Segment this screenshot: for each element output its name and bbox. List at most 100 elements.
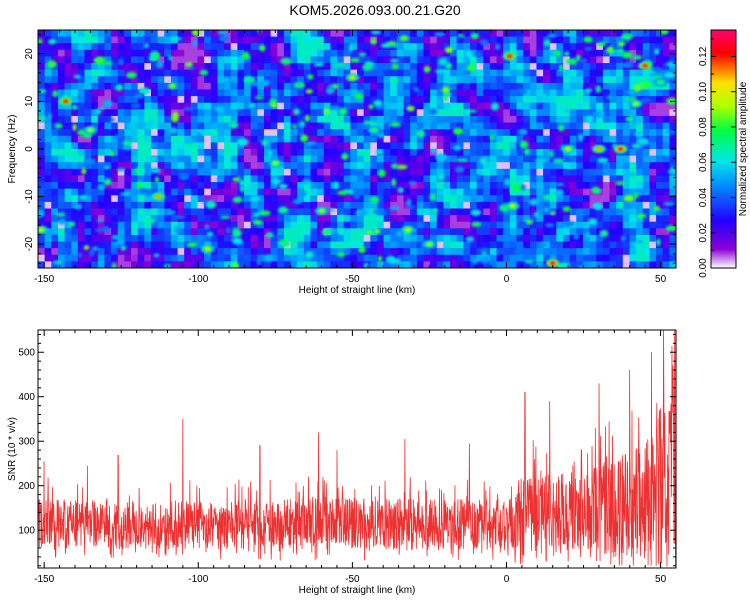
heatmap-cell [456, 208, 464, 216]
heatmap-cell [303, 36, 312, 44]
heatmap-cell [244, 63, 252, 71]
heatmap-cell [337, 168, 345, 177]
heatmap-cell [303, 195, 312, 203]
heatmap-cell [250, 109, 258, 117]
heatmap-cell [416, 36, 425, 44]
heatmap-cell [423, 82, 431, 91]
heatmap-cell [503, 195, 511, 203]
heatmap-cell [443, 228, 451, 236]
heatmap-cell [622, 188, 631, 196]
heatmap-blob [306, 141, 317, 146]
heatmap-cell [629, 215, 637, 223]
heatmap-cell [131, 228, 139, 236]
heatmap-blob [168, 83, 177, 89]
heatmap-cell [237, 162, 245, 170]
heatmap-cell [456, 102, 464, 110]
heatmap-cell [197, 201, 205, 210]
heatmap-cell [277, 195, 285, 203]
heatmap-cell [456, 109, 464, 117]
heatmap-cell [436, 49, 444, 58]
heatmap-cell [602, 115, 611, 124]
heatmap-cell [270, 221, 278, 229]
heatmap-cell [423, 201, 431, 210]
heatmap-cell [496, 175, 504, 183]
heatmap-cell [523, 248, 531, 256]
heatmap-cell [403, 208, 411, 216]
heatmap-cell [250, 122, 258, 130]
heatmap-cell [97, 241, 106, 249]
heatmap-cell [277, 254, 285, 262]
heatmap-cell [622, 149, 631, 157]
heatmap-cell [224, 248, 232, 256]
heatmap-blob [95, 108, 102, 115]
heatmap-blob [660, 30, 669, 35]
heatmap-blob [77, 252, 83, 258]
heatmap-cell [396, 195, 405, 203]
heatmap-cell [343, 241, 351, 249]
heatmap-cell [190, 89, 199, 97]
heatmap-cell [436, 241, 444, 249]
heatmap-cell [117, 241, 125, 249]
heatmap-cell [91, 135, 99, 143]
heatmap-cell [64, 135, 72, 143]
heatmap-cell [523, 228, 531, 236]
heatmap-cell [396, 201, 405, 210]
heatmap-cell [357, 96, 365, 104]
heatmap-cell [84, 149, 92, 157]
heatmap-blob [169, 37, 182, 41]
heatmap-cell [563, 122, 571, 130]
heatmap-cell [529, 162, 538, 170]
heatmap-blob [614, 181, 626, 186]
heatmap-cell [77, 215, 86, 223]
heatmap-cell [184, 155, 192, 163]
heatmap-cell [503, 168, 511, 177]
heatmap-cell [536, 221, 544, 229]
heatmap-cell [536, 175, 544, 183]
heatmap-cell [224, 182, 232, 190]
heatmap-cell [184, 228, 192, 236]
heatmap-cell [164, 102, 172, 110]
heatmap-cell [283, 234, 292, 243]
heatmap-cell [277, 122, 285, 130]
heatmap-cell [669, 63, 676, 71]
heatmap-cell [190, 254, 199, 262]
heatmap-cell [423, 228, 431, 236]
heatmap-cell [423, 182, 431, 190]
heatmap-cell [443, 208, 451, 216]
heatmap-cell [596, 30, 604, 38]
heatmap-blob [540, 264, 548, 268]
heatmap-cell [489, 69, 498, 77]
heatmap-cell [476, 109, 484, 117]
heatmap-cell [350, 215, 358, 223]
heatmap-cell [456, 135, 464, 143]
heatmap-cell [104, 49, 112, 58]
heatmap-cell [476, 30, 484, 38]
heatmap-cell [283, 254, 292, 262]
heatmap-cell [383, 228, 391, 236]
heatmap-cell [416, 248, 425, 256]
heatmap-cell [44, 228, 52, 236]
heatmap-blob [333, 232, 339, 239]
heatmap-cell [343, 201, 351, 210]
heatmap-cell [317, 168, 325, 177]
heatmap-blob [143, 43, 149, 48]
heatmap-cell [656, 135, 664, 143]
heatmap-cell [589, 261, 597, 268]
heatmap-cell [131, 43, 139, 51]
heatmap-cell [150, 82, 159, 91]
heatmap-cell [483, 142, 491, 150]
heatmap-cell [656, 63, 664, 71]
heatmap-cell [111, 122, 119, 130]
heatmap-cell [84, 122, 92, 130]
heatmap-cell [237, 82, 245, 91]
heatmap-cell [622, 102, 631, 110]
heatmap-cell [602, 82, 611, 91]
heatmap-blob [453, 145, 461, 151]
heatmap-cell [636, 109, 644, 117]
heatmap-cell [84, 234, 92, 243]
x-tick-label: -50 [345, 574, 360, 585]
heatmap-cell [456, 89, 464, 97]
heatmap-cell [430, 261, 438, 268]
heatmap-cell [270, 76, 278, 84]
